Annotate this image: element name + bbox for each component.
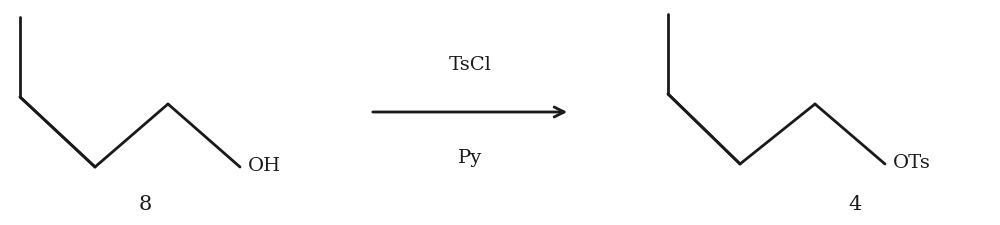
Text: 8: 8 bbox=[138, 195, 152, 214]
Text: OTs: OTs bbox=[893, 153, 931, 171]
Text: TsCl: TsCl bbox=[449, 56, 491, 74]
Text: OH: OH bbox=[248, 156, 281, 174]
Text: 4: 4 bbox=[848, 195, 862, 214]
Text: Py: Py bbox=[458, 148, 482, 166]
